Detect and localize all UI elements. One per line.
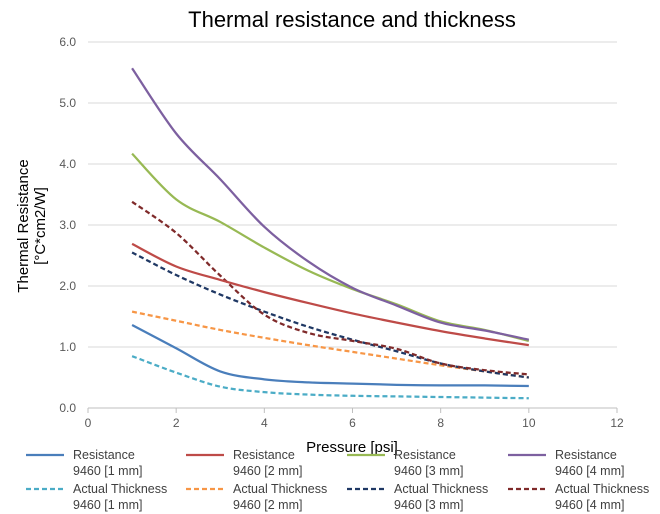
legend-item-2: Resistance 9460 [2 mm] — [186, 448, 302, 478]
legend-label-line1: Actual Thickness — [73, 482, 167, 496]
legend-item-8: Actual Thickness 9460 [4 mm] — [508, 482, 649, 512]
series-line-5 — [131, 355, 529, 400]
legend: Resistance 9460 [1 mm] Resistance 9460 [2 m… — [26, 448, 649, 512]
legend-item-1: Resistance 9460 [1 mm] — [26, 448, 142, 478]
legend-label-line2: 9460 [3 mm] — [394, 464, 463, 478]
x-tick-label: 2 — [173, 416, 180, 430]
y-tick-label: 2.0 — [59, 279, 76, 293]
y-axis-title: Thermal Resistance [°C*cm2/W] — [15, 159, 49, 292]
legend-label-line1: Resistance — [394, 448, 456, 462]
series-line-6 — [131, 310, 529, 379]
legend-label-line1: Resistance — [555, 448, 617, 462]
chart-title: Thermal resistance and thickness — [188, 7, 516, 32]
series-line-4 — [131, 67, 530, 341]
y-tick-label: 4.0 — [59, 157, 76, 171]
legend-item-6: Actual Thickness 9460 [2 mm] — [186, 482, 327, 512]
x-tick-label: 0 — [85, 416, 92, 430]
legend-item-7: Actual Thickness 9460 [3 mm] — [347, 482, 488, 512]
x-tick-label: 4 — [261, 416, 268, 430]
y-tick-label: 5.0 — [59, 96, 76, 110]
legend-label-line2: 9460 [1 mm] — [73, 464, 142, 478]
y-tick-label: 6.0 — [59, 35, 76, 49]
legend-label-line2: 9460 [2 mm] — [233, 498, 302, 512]
x-axis-title: Pressure [psi] — [306, 439, 398, 456]
y-tick-label: 1.0 — [59, 340, 76, 354]
legend-item-4: Resistance 9460 [4 mm] — [508, 448, 624, 478]
legend-label-line2: 9460 [2 mm] — [233, 464, 302, 478]
legend-label-line2: 9460 [4 mm] — [555, 464, 624, 478]
legend-label-line2: 9460 [1 mm] — [73, 498, 142, 512]
x-tick-label: 6 — [349, 416, 356, 430]
series-line-8 — [131, 200, 529, 376]
axes: 0.0 1.0 2.0 3.0 4.0 5.0 6.0 0 2 4 6 8 10 12 — [59, 35, 624, 430]
y-tick-label: 3.0 — [59, 218, 76, 232]
x-tick-label: 8 — [437, 416, 444, 430]
series-line-1 — [131, 324, 529, 388]
series-line-7 — [131, 251, 529, 379]
legend-label-line1: Resistance — [233, 448, 295, 462]
y-axis-title-line2: [°C*cm2/W] — [32, 187, 49, 265]
legend-item-3: Resistance 9460 [3 mm] — [347, 448, 463, 478]
y-axis-title-line1: Thermal Resistance — [15, 159, 32, 292]
x-tick-label: 12 — [610, 416, 624, 430]
legend-label-line2: 9460 [3 mm] — [394, 498, 463, 512]
x-tick-label: 10 — [522, 416, 536, 430]
legend-item-5: Actual Thickness 9460 [1 mm] — [26, 482, 167, 512]
legend-label-line1: Actual Thickness — [555, 482, 649, 496]
series-line-2 — [131, 242, 529, 347]
legend-label-line1: Actual Thickness — [394, 482, 488, 496]
legend-label-line1: Resistance — [73, 448, 135, 462]
y-tick-label: 0.0 — [59, 401, 76, 415]
gridlines — [88, 41, 617, 348]
series-lines — [131, 67, 530, 400]
legend-label-line2: 9460 [4 mm] — [555, 498, 624, 512]
legend-label-line1: Actual Thickness — [233, 482, 327, 496]
